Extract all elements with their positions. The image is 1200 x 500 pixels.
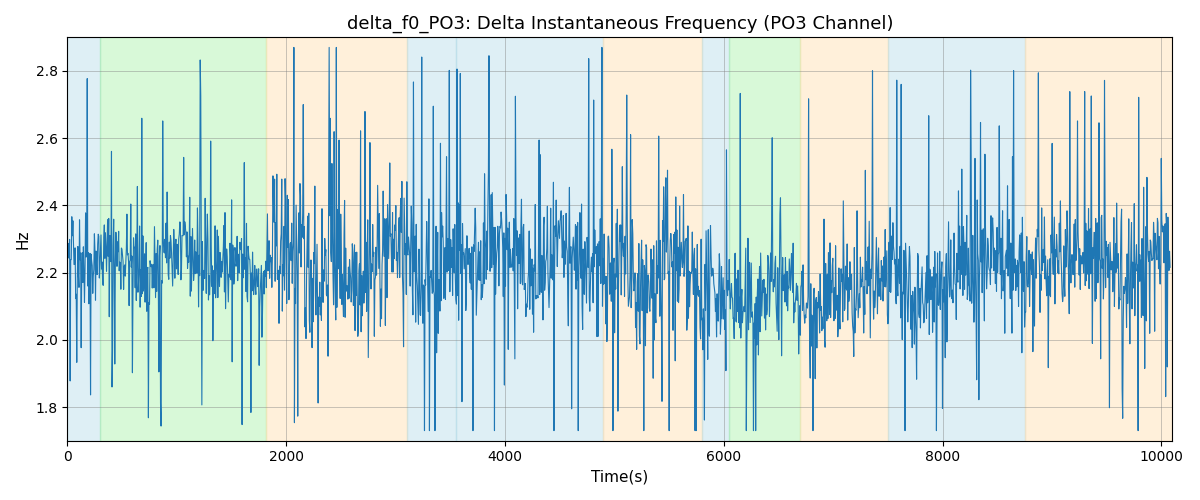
Bar	[702, 38, 730, 440]
Bar	[800, 38, 888, 440]
X-axis label: Time(s): Time(s)	[592, 470, 648, 485]
Bar	[730, 38, 800, 440]
Bar	[888, 38, 1025, 440]
Bar	[1025, 38, 1172, 440]
Title: delta_f0_PO3: Delta Instantaneous Frequency (PO3 Channel): delta_f0_PO3: Delta Instantaneous Freque…	[347, 15, 893, 34]
Y-axis label: Hz: Hz	[16, 230, 30, 249]
Bar	[266, 38, 407, 440]
Bar	[456, 38, 604, 440]
Bar	[101, 38, 266, 440]
Bar	[604, 38, 702, 440]
Bar	[407, 38, 456, 440]
Bar	[67, 38, 101, 440]
